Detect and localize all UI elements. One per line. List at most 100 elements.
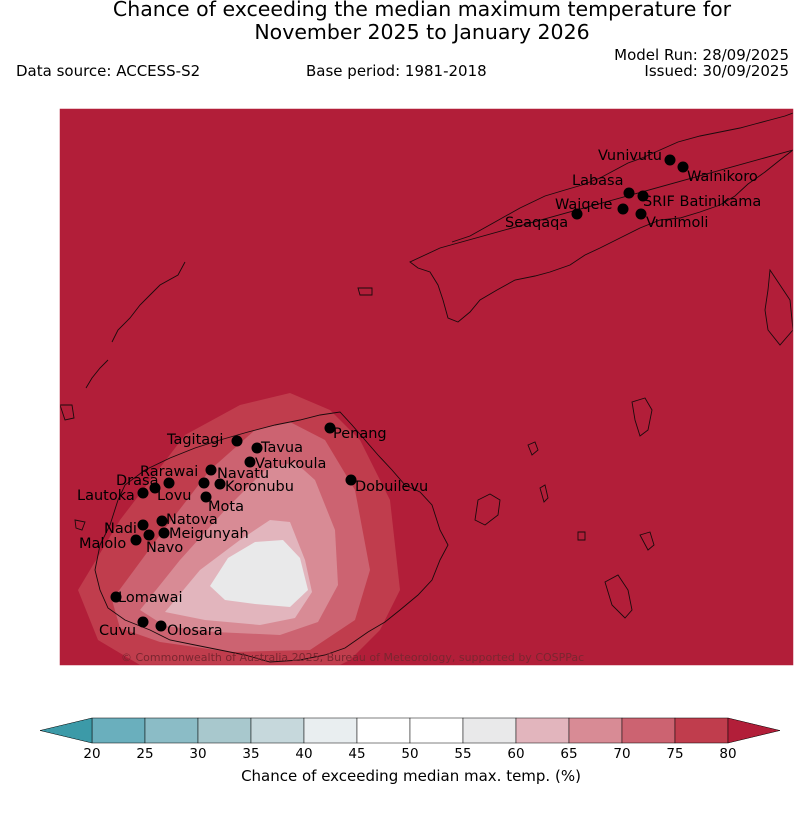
station-marker[interactable]	[156, 515, 168, 527]
station-marker[interactable]	[205, 464, 217, 476]
colorbar-tick-label: 60	[507, 746, 524, 762]
coastline-taveuni	[764, 268, 793, 346]
coastline-nairai	[539, 484, 549, 503]
station-label: Malolo	[79, 536, 126, 552]
map-title: Chance of exceeding the median maximum t…	[0, 0, 804, 44]
station-label: Labasa	[572, 173, 624, 189]
colorbar-bin	[356, 717, 411, 744]
colorbar-tick-label: 75	[666, 746, 683, 762]
colorbar-bin	[250, 717, 305, 744]
colorbar-tick-label: 45	[348, 746, 365, 762]
station-marker[interactable]	[571, 208, 583, 220]
station-marker[interactable]	[137, 616, 149, 628]
colorbar-tick-label: 65	[560, 746, 577, 762]
station-marker[interactable]	[345, 474, 357, 486]
coastline-small-island-2	[577, 531, 586, 541]
data-source-label: Data source: ACCESS-S2	[16, 62, 201, 80]
station-marker[interactable]	[137, 487, 149, 499]
colorbar-tick-label: 20	[83, 746, 100, 762]
coastline-ovalau	[527, 441, 539, 456]
station-label: Koronubu	[225, 479, 294, 495]
station-marker[interactable]	[200, 491, 212, 503]
station-marker[interactable]	[637, 190, 649, 202]
colorbar-bin	[91, 717, 146, 744]
station-marker[interactable]	[214, 478, 226, 490]
station-marker[interactable]	[664, 154, 676, 166]
station-label: Lautoka	[77, 488, 135, 504]
coastline-moala	[604, 574, 633, 619]
colorbar-bin	[144, 717, 199, 744]
station-marker[interactable]	[324, 422, 336, 434]
colorbar-tick-label: 80	[719, 746, 736, 762]
coastline-vanua-levu	[409, 112, 793, 323]
station-label: Wainikoro	[687, 169, 758, 185]
colorbar-bin	[462, 717, 517, 744]
station-marker[interactable]	[623, 187, 635, 199]
station-marker[interactable]	[137, 519, 149, 531]
colorbar-tick-label: 50	[401, 746, 418, 762]
coastline-small-island-1	[357, 287, 373, 296]
coastline-koro	[631, 397, 653, 437]
station-marker[interactable]	[130, 534, 142, 546]
colorbar-tick-label: 35	[242, 746, 259, 762]
colorbar-bin	[409, 717, 464, 744]
station-marker[interactable]	[251, 442, 263, 454]
colorbar-tick-label: 55	[454, 746, 471, 762]
copyright-notice: © Commonwealth of Australia 2025, Bureau…	[121, 651, 584, 664]
station-marker[interactable]	[155, 620, 167, 632]
coastline-viti-levu	[94, 411, 449, 663]
colorbar-over-arrow	[727, 717, 781, 744]
coastline-mamanuca	[60, 404, 86, 531]
coastline-yasawa	[85, 261, 186, 389]
colorbar: 20 25 30 35 40 45 50 55 60 65 70 75 80	[39, 717, 781, 762]
base-period-label: Base period: 1981-2018	[306, 62, 487, 80]
station-label: Drasa	[116, 473, 158, 489]
station-marker[interactable]	[158, 527, 170, 539]
probability-band-55	[210, 540, 308, 607]
station-label: Vunivutu	[598, 148, 662, 164]
station-label: SRIF Batinikama	[643, 194, 761, 210]
colorbar-title: Chance of exceeding median max. temp. (%…	[241, 767, 581, 785]
colorbar-bin	[674, 717, 729, 744]
station-marker[interactable]	[143, 529, 155, 541]
model-run-label: Model Run: 28/09/2025	[614, 46, 789, 64]
station-marker[interactable]	[198, 477, 210, 489]
station-label: Dobuilevu	[355, 479, 428, 495]
colorbar-tick-label: 30	[189, 746, 206, 762]
colorbar-bin	[621, 717, 676, 744]
station-label: Navatu	[217, 466, 269, 482]
colorbar-under-arrow	[39, 717, 93, 744]
issued-label: Issued: 30/09/2025	[644, 62, 789, 80]
coastline-batiki	[639, 531, 655, 551]
station-marker[interactable]	[244, 456, 256, 468]
map-panel: Vunivutu Wainikoro Labasa SRIF Batinikama Wa…	[59, 108, 794, 666]
station-marker[interactable]	[677, 161, 689, 173]
station-label: Tavua	[260, 440, 303, 456]
station-marker[interactable]	[231, 435, 243, 447]
station-label: Vunimoli	[646, 215, 708, 231]
station-marker[interactable]	[617, 203, 629, 215]
station-label: Lovu	[157, 488, 191, 504]
station-label: Penang	[333, 426, 387, 442]
colorbar-bin	[303, 717, 358, 744]
colorbar-tick-label: 40	[295, 746, 312, 762]
station-label: Seaqaqa	[505, 215, 568, 231]
station-label: Lomawai	[118, 590, 182, 606]
station-marker[interactable]	[110, 591, 122, 603]
station-marker[interactable]	[635, 208, 647, 220]
station-label: Natova	[166, 512, 218, 528]
coastline-gau	[474, 493, 501, 526]
station-label: Mota	[208, 499, 244, 515]
station-label: Vatukoula	[255, 456, 326, 472]
colorbar-bin	[197, 717, 252, 744]
station-label: Waiqele	[555, 197, 612, 213]
station-marker[interactable]	[149, 482, 161, 494]
title-line-1: Chance of exceeding the median maximum t…	[112, 0, 732, 21]
station-label: Cuvu	[99, 623, 136, 639]
station-marker[interactable]	[163, 477, 175, 489]
station-label: Olosara	[167, 623, 223, 639]
title-line-2: November 2025 to January 2026	[254, 20, 590, 44]
station-label: Tagitagi	[166, 432, 223, 448]
colorbar-tick-label: 70	[613, 746, 630, 762]
colorbar-bin	[515, 717, 570, 744]
